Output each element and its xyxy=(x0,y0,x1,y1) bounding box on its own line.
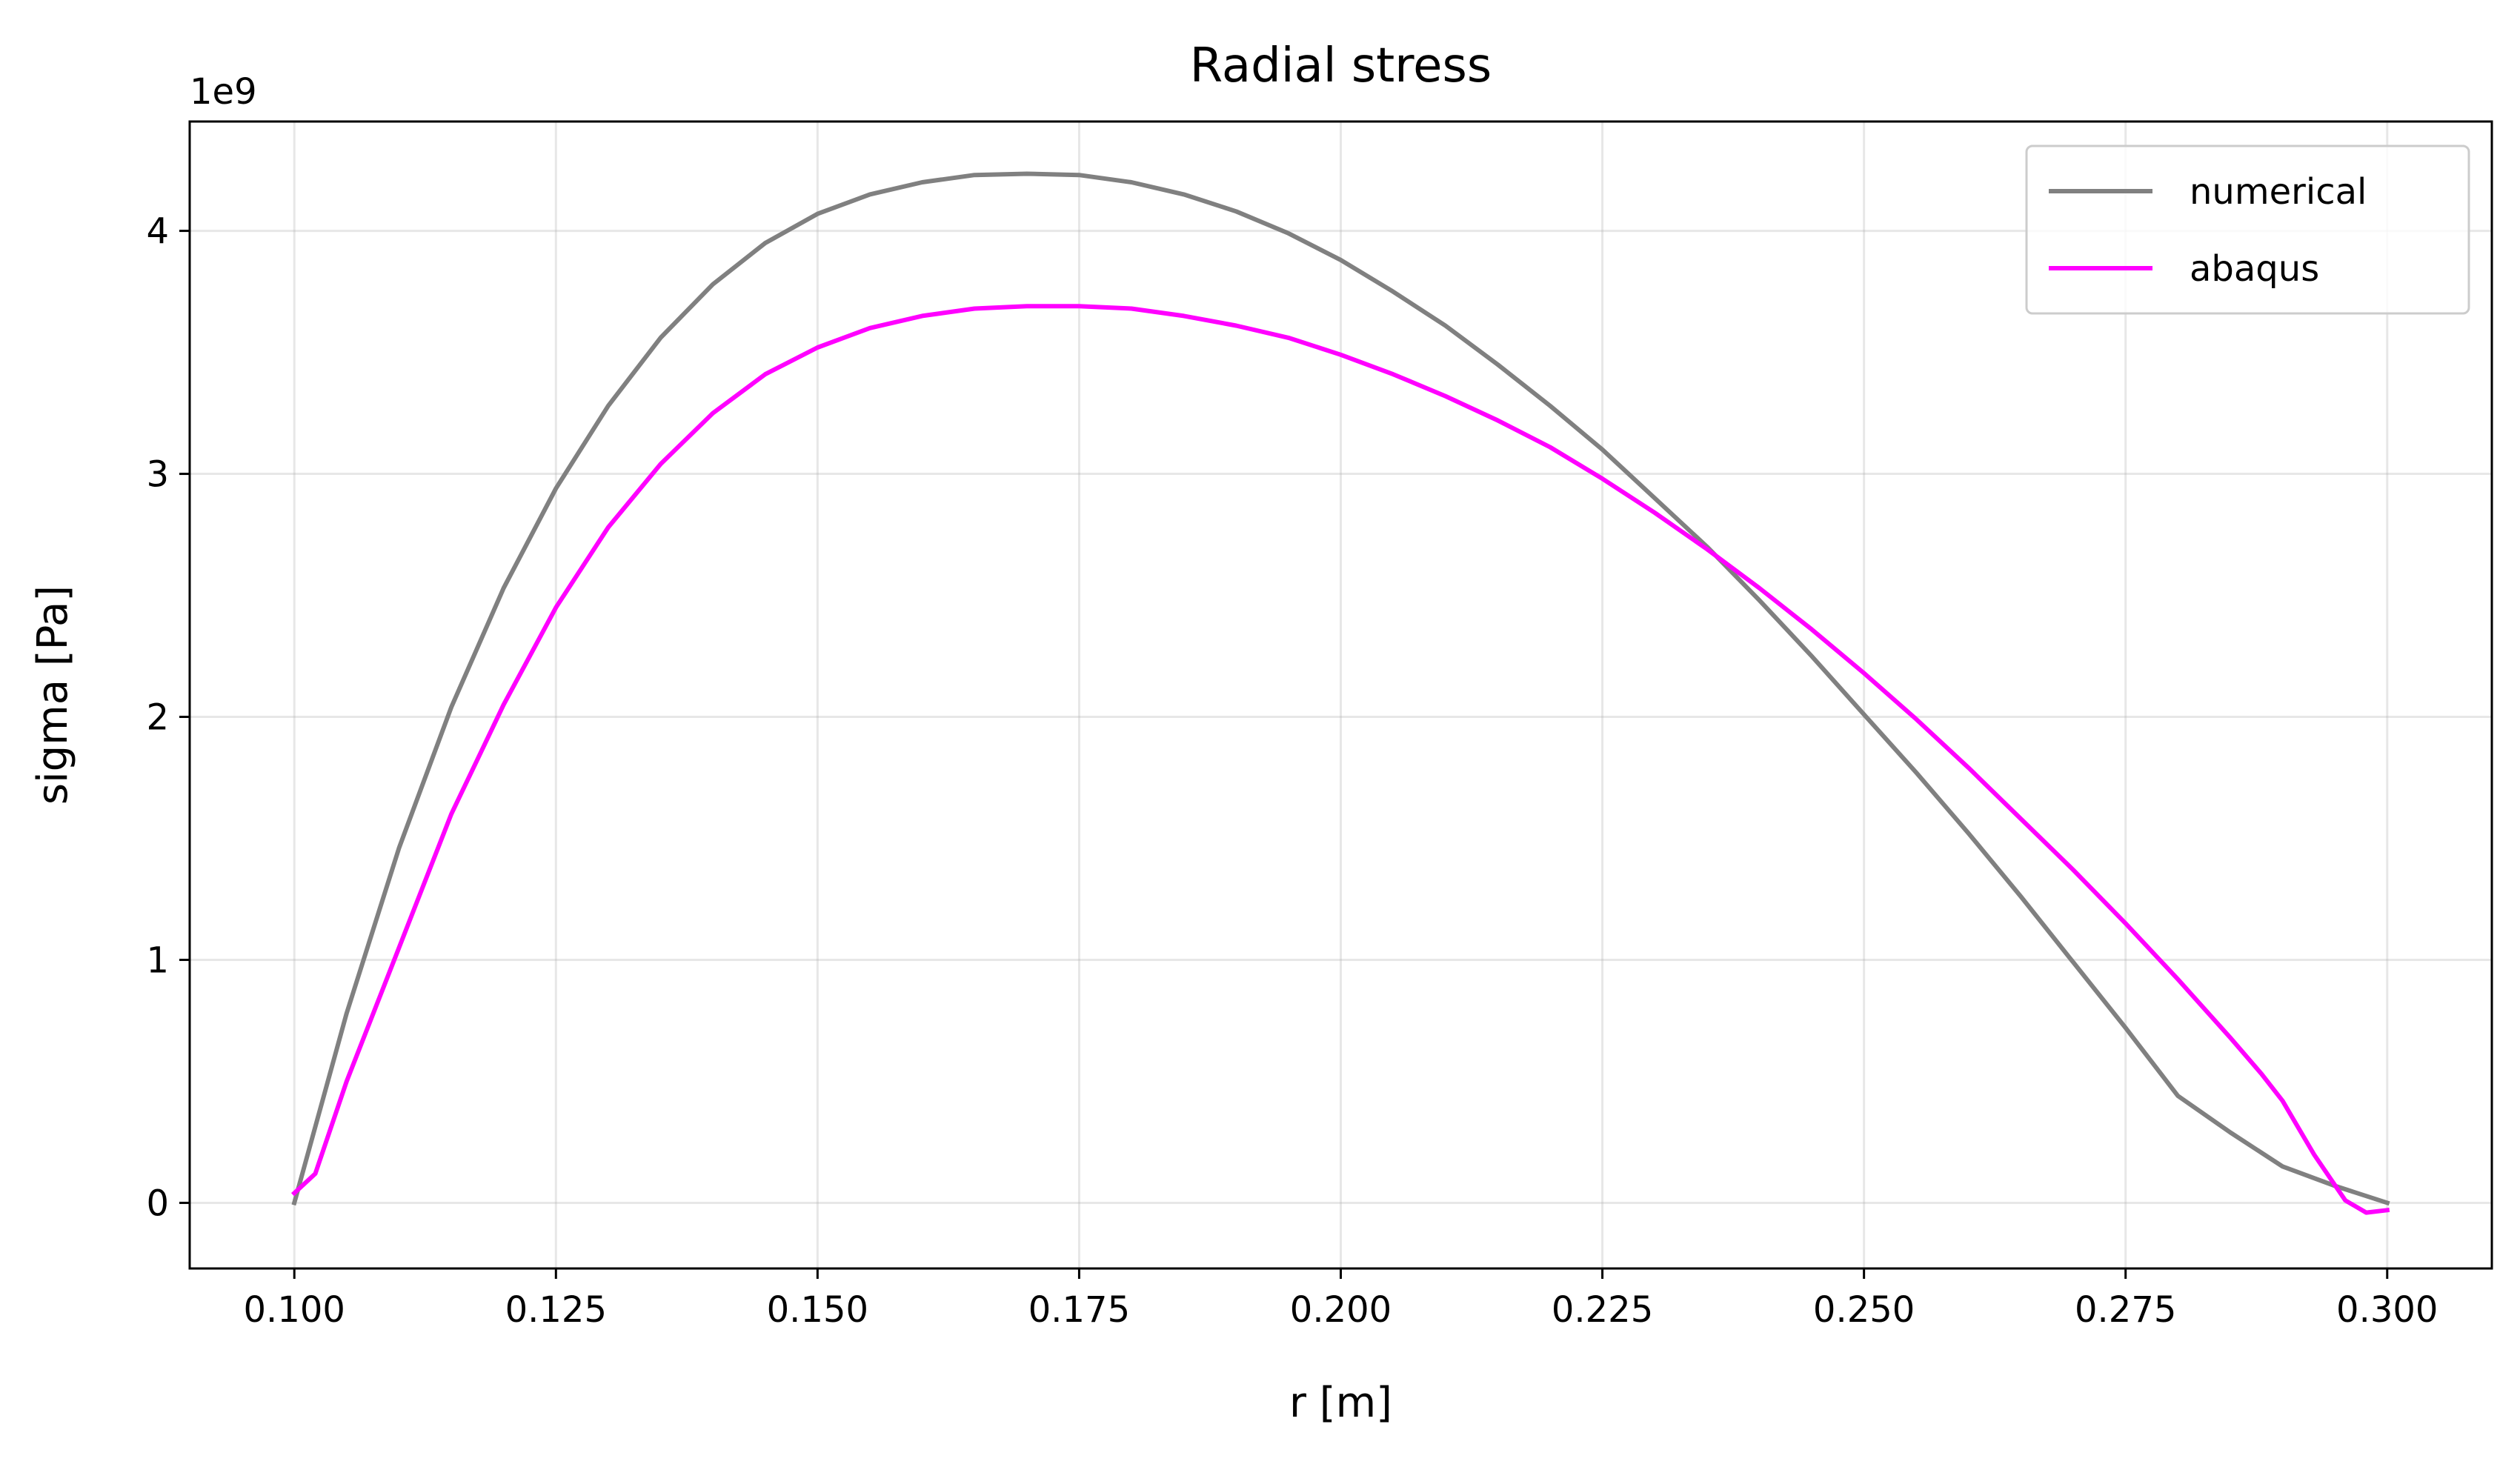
y-tick-label: 4 xyxy=(146,211,169,253)
y-axis-ticks: 0 1 2 3 4 xyxy=(146,211,190,1224)
x-tick-label: 0.300 xyxy=(2336,1289,2438,1331)
legend-label-numerical: numerical xyxy=(2190,171,2367,213)
series-line-abaqus xyxy=(290,304,2390,1215)
legend-label-abaqus: abaqus xyxy=(2190,248,2319,290)
x-tick-label: 0.150 xyxy=(767,1289,868,1331)
legend-box xyxy=(2025,144,2470,315)
chart-title: Radial stress xyxy=(1190,39,1492,93)
legend: numerical abaqus xyxy=(2025,144,2470,315)
x-tick-label: 0.175 xyxy=(1028,1289,1130,1331)
x-tick-label: 0.200 xyxy=(1290,1289,1392,1331)
y-tick-label: 1 xyxy=(146,939,169,981)
y-tick-label: 0 xyxy=(146,1183,169,1224)
y-tick-label: 3 xyxy=(146,454,169,496)
x-axis-label: r [m] xyxy=(1289,1379,1392,1427)
x-axis-ticks: 0.100 0.125 0.150 0.175 0.200 0.225 0.250 0.275… xyxy=(244,1268,2438,1331)
x-tick-label: 0.125 xyxy=(505,1289,607,1331)
series-line-numerical xyxy=(291,171,2390,1206)
x-tick-label: 0.100 xyxy=(244,1289,345,1331)
x-tick-label: 0.225 xyxy=(1552,1289,1653,1331)
x-tick-label: 0.275 xyxy=(2075,1289,2176,1331)
series-layer xyxy=(290,171,2390,1215)
y-tick-label: 2 xyxy=(146,697,169,739)
grid-layer xyxy=(190,122,2492,1268)
y-axis-label: sigma [Pa] xyxy=(29,585,77,805)
y-axis-offset-label: 1e9 xyxy=(190,71,257,113)
x-tick-label: 0.250 xyxy=(1813,1289,1915,1331)
